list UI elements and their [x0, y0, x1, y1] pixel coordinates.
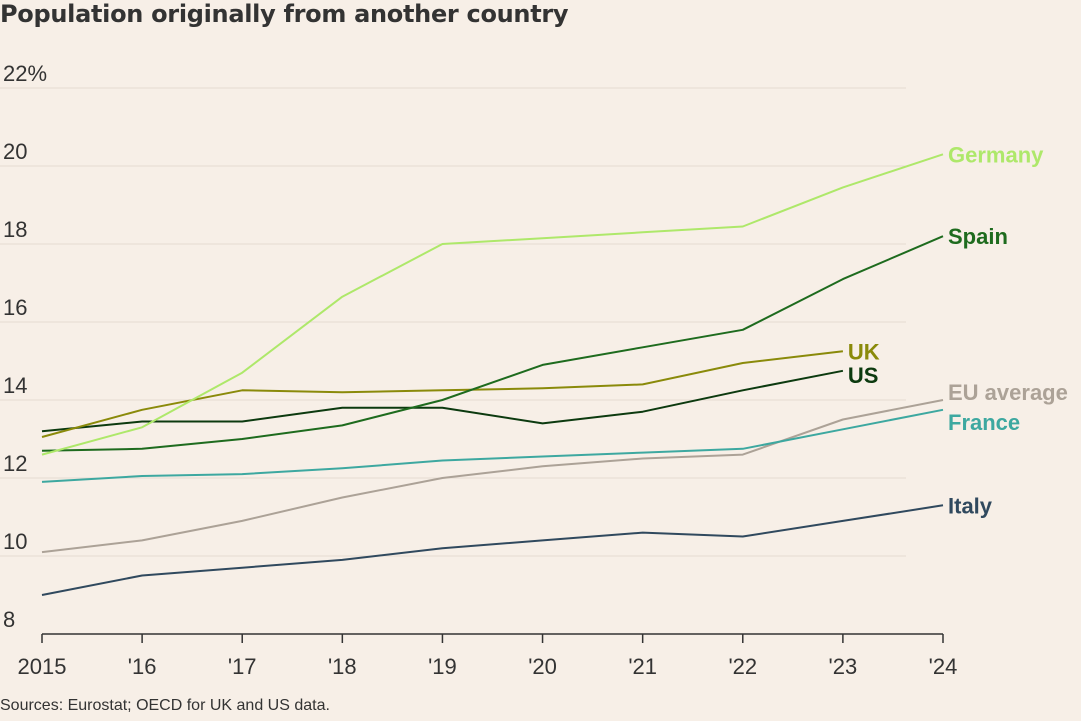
series-line-spain	[41, 235, 944, 452]
y-tick-label: 8	[3, 607, 15, 632]
series-line-eu-average	[41, 399, 944, 554]
x-tick-label: '21	[628, 654, 657, 679]
y-tick-label: 10	[3, 529, 27, 554]
gridlines	[0, 87, 906, 557]
chart-title: Population originally from another count…	[0, 0, 569, 28]
series-label-spain: Spain	[948, 224, 1008, 249]
x-tick-label: '17	[228, 654, 257, 679]
x-tick-label: '19	[428, 654, 457, 679]
series-label-eu-average: EU average	[948, 380, 1068, 405]
x-tick-label: 2015	[18, 654, 67, 679]
y-tick-label: 12	[3, 451, 27, 476]
x-tick-label: '23	[829, 654, 858, 679]
series-line-uk	[41, 350, 844, 438]
series-lines	[41, 153, 944, 596]
y-tick-label: 22%	[3, 61, 47, 86]
y-tick-label: 16	[3, 295, 27, 320]
y-tick-label: 18	[3, 217, 27, 242]
series-line-france	[41, 408, 944, 483]
series-label-us: US	[848, 363, 879, 388]
series-label-uk: UK	[848, 339, 880, 364]
x-axis: 2015 '16 '17 '18 '19 '20 '21 '22 '23 '24	[18, 633, 958, 679]
series-label-italy: Italy	[948, 493, 993, 518]
y-axis-ticks: 8 10 12 14 16 18 20 22%	[3, 61, 47, 632]
x-tick-label: '20	[528, 654, 557, 679]
series-line-germany	[41, 153, 944, 456]
x-tick-label: '18	[328, 654, 357, 679]
chart-source: Sources: Eurostat; OECD for UK and US da…	[0, 697, 330, 714]
series-label-germany: Germany	[948, 142, 1044, 167]
series-line-us	[41, 369, 844, 433]
series-label-france: France	[948, 410, 1020, 435]
y-tick-label: 14	[3, 373, 27, 398]
x-tick-label: '24	[929, 654, 958, 679]
x-tick-label: '16	[128, 654, 157, 679]
y-tick-label: 20	[3, 139, 27, 164]
series-line-italy	[41, 504, 944, 596]
x-tick-label: '22	[728, 654, 757, 679]
